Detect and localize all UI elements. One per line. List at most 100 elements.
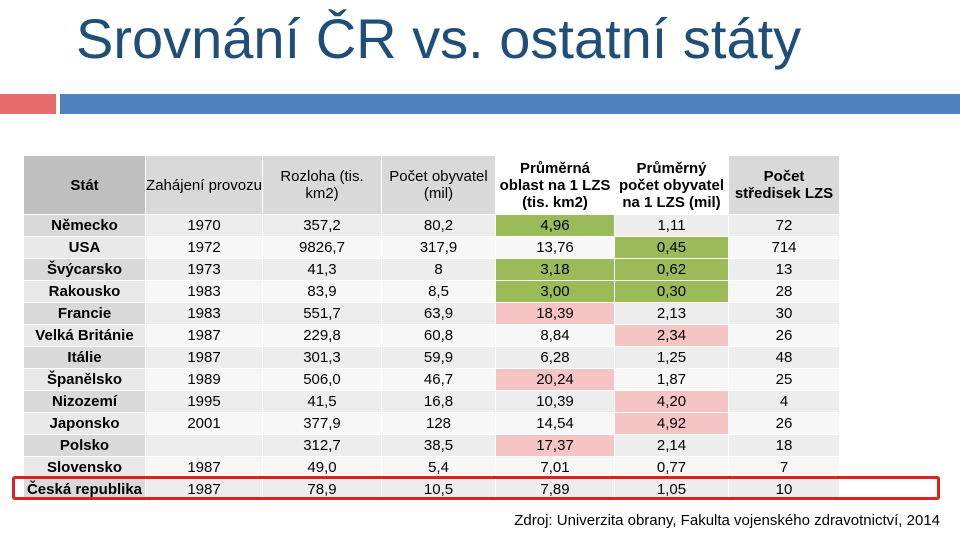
cell-country: Velká Británie (23, 324, 146, 347)
cell-area: 229,8 (262, 324, 382, 347)
cell-country: Francie (23, 302, 146, 325)
cell-avg-pop: 0,77 (614, 456, 729, 479)
cell-area: 9826,7 (262, 236, 382, 259)
cell-area: 377,9 (262, 412, 382, 435)
cell-country: Česká republika (23, 478, 146, 501)
cell-country: Španělsko (23, 368, 146, 391)
header-start: Zahájení provozu (145, 155, 263, 215)
cell-avg-area: 3,00 (495, 280, 615, 303)
table-row: Itálie 1987 301,3 59,9 6,28 1,25 48 (23, 346, 840, 369)
title-rule (60, 94, 960, 114)
cell-avg-area: 8,84 (495, 324, 615, 347)
table-row: Nizozemí 1995 41,5 16,8 10,39 4,20 4 (23, 390, 840, 413)
cell-country: Rakousko (23, 280, 146, 303)
cell-population: 16,8 (381, 390, 496, 413)
cell-start: 1973 (145, 258, 263, 281)
header-population: Počet obyvatel (mil) (381, 155, 496, 215)
table-row: Polsko 312,7 38,5 17,37 2,14 18 (23, 434, 840, 457)
cell-avg-area: 13,76 (495, 236, 615, 259)
cell-start: 1987 (145, 456, 263, 479)
cell-avg-area: 14,54 (495, 412, 615, 435)
table-row: Velká Británie 1987 229,8 60,8 8,84 2,34 26 (23, 324, 840, 347)
cell-population: 60,8 (381, 324, 496, 347)
cell-country: Itálie (23, 346, 146, 369)
table-row: Německo 1970 357,2 80,2 4,96 1,11 72 (23, 214, 840, 237)
header-country: Stát (23, 155, 146, 215)
cell-avg-pop: 4,92 (614, 412, 729, 435)
cell-avg-area: 18,39 (495, 302, 615, 325)
cell-population: 10,5 (381, 478, 496, 501)
cell-start: 1987 (145, 346, 263, 369)
czech-row-highlight (12, 476, 940, 500)
cell-population: 8,5 (381, 280, 496, 303)
cell-area: 551,7 (262, 302, 382, 325)
cell-avg-pop: 0,45 (614, 236, 729, 259)
cell-avg-area: 20,24 (495, 368, 615, 391)
slide-title: Srovnání ČR vs. ostatní státy (76, 7, 802, 70)
title-rule-accent (0, 94, 56, 114)
cell-area: 78,9 (262, 478, 382, 501)
cell-avg-area: 6,28 (495, 346, 615, 369)
table-row: Japonsko 2001 377,9 128 14,54 4,92 26 (23, 412, 840, 435)
cell-avg-pop: 0,62 (614, 258, 729, 281)
cell-population: 46,7 (381, 368, 496, 391)
cell-start: 1987 (145, 324, 263, 347)
cell-centers: 48 (728, 346, 840, 369)
cell-avg-pop: 2,13 (614, 302, 729, 325)
cell-population: 128 (381, 412, 496, 435)
header-avg-pop: Průměrný počet obyvatel na 1 LZS (mil) (614, 155, 729, 215)
cell-population: 38,5 (381, 434, 496, 457)
cell-area: 506,0 (262, 368, 382, 391)
cell-centers: 30 (728, 302, 840, 325)
cell-start: 1987 (145, 478, 263, 501)
cell-centers: 26 (728, 324, 840, 347)
cell-avg-area: 17,37 (495, 434, 615, 457)
table-header-row: Stát Zahájení provozu Rozloha (tis. km2)… (23, 155, 840, 215)
table-row: Španělsko 1989 506,0 46,7 20,24 1,87 25 (23, 368, 840, 391)
table-body: Německo 1970 357,2 80,2 4,96 1,11 72 USA 1972 982… (23, 214, 840, 501)
cell-area: 49,0 (262, 456, 382, 479)
cell-start: 1995 (145, 390, 263, 413)
cell-population: 317,9 (381, 236, 496, 259)
cell-population: 80,2 (381, 214, 496, 237)
cell-country: Švýcarsko (23, 258, 146, 281)
table-row: Švýcarsko 1973 41,3 8 3,18 0,62 13 (23, 258, 840, 281)
cell-start: 1972 (145, 236, 263, 259)
cell-avg-area: 7,01 (495, 456, 615, 479)
table-row: Česká republika 1987 78,9 10,5 7,89 1,05 10 (23, 478, 840, 501)
cell-country: Německo (23, 214, 146, 237)
cell-area: 301,3 (262, 346, 382, 369)
cell-country: USA (23, 236, 146, 259)
table-row: USA 1972 9826,7 317,9 13,76 0,45 714 (23, 236, 840, 259)
cell-avg-pop: 2,14 (614, 434, 729, 457)
cell-centers: 28 (728, 280, 840, 303)
cell-avg-pop: 4,20 (614, 390, 729, 413)
comparison-table: Stát Zahájení provozu Rozloha (tis. km2)… (23, 155, 840, 501)
cell-avg-pop: 1,05 (614, 478, 729, 501)
cell-area: 83,9 (262, 280, 382, 303)
cell-avg-area: 7,89 (495, 478, 615, 501)
cell-country: Slovensko (23, 456, 146, 479)
comparison-table-container: Stát Zahájení provozu Rozloha (tis. km2)… (23, 155, 840, 501)
cell-avg-pop: 1,25 (614, 346, 729, 369)
cell-area: 312,7 (262, 434, 382, 457)
cell-area: 41,5 (262, 390, 382, 413)
cell-country: Japonsko (23, 412, 146, 435)
cell-area: 357,2 (262, 214, 382, 237)
cell-start: 1983 (145, 302, 263, 325)
cell-start: 1970 (145, 214, 263, 237)
header-avg-area: Průměrná oblast na 1 LZS (tis. km2) (495, 155, 615, 215)
cell-country: Polsko (23, 434, 146, 457)
cell-population: 59,9 (381, 346, 496, 369)
table-row: Slovensko 1987 49,0 5,4 7,01 0,77 7 (23, 456, 840, 479)
cell-centers: 4 (728, 390, 840, 413)
table-row: Rakousko 1983 83,9 8,5 3,00 0,30 28 (23, 280, 840, 303)
source-note: Zdroj: Univerzita obrany, Fakulta vojens… (514, 512, 940, 529)
cell-country: Nizozemí (23, 390, 146, 413)
cell-avg-area: 3,18 (495, 258, 615, 281)
cell-centers: 18 (728, 434, 840, 457)
cell-start: 2001 (145, 412, 263, 435)
cell-avg-pop: 0,30 (614, 280, 729, 303)
cell-start: 1983 (145, 280, 263, 303)
cell-area: 41,3 (262, 258, 382, 281)
